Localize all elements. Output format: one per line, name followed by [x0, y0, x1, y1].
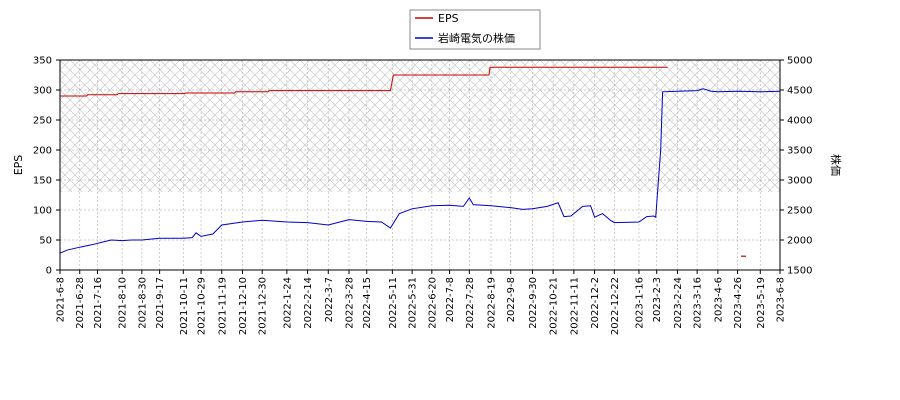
- right-tick-label: 3500: [787, 146, 812, 157]
- x-tick-label: 2021-8-10: [118, 277, 129, 329]
- right-tick-label: 4000: [787, 116, 812, 127]
- right-tick-label: 2000: [787, 236, 812, 247]
- x-tick-label: 2021-10-11: [179, 277, 190, 335]
- plot-frame: [59, 59, 781, 271]
- right-tick-label: 5000: [787, 56, 812, 67]
- x-tick-label: 2022-8-19: [487, 277, 498, 329]
- eps-series-line: [60, 66, 668, 97]
- right-tick-label: 1500: [787, 266, 812, 277]
- legend: EPS 岩崎電気の株価: [409, 9, 541, 50]
- x-tick-label: 2022-6-20: [427, 277, 438, 329]
- left-tick-label: 300: [33, 86, 52, 97]
- right-tick-label: 4500: [787, 86, 812, 97]
- x-tick-label: 2022-3-28: [345, 277, 356, 329]
- left-axis-ticks: 0 50 100 150 200 250 300 350: [33, 56, 60, 277]
- left-tick-label: 0: [46, 266, 52, 277]
- x-tick-label: 2021-12-30: [258, 277, 269, 335]
- left-tick-label: 350: [33, 56, 52, 67]
- x-tick-label: 2022-5-31: [408, 277, 419, 329]
- x-tick-label: 2023-5-19: [756, 277, 767, 329]
- x-tick-label: 2021-8-30: [137, 277, 148, 329]
- left-tick-label: 150: [33, 176, 52, 187]
- legend-box: [409, 9, 541, 50]
- right-tick-label: 2500: [787, 206, 812, 217]
- left-tick-label: 50: [39, 236, 52, 247]
- left-tick-label: 250: [33, 116, 52, 127]
- legend-eps-label: EPS: [438, 12, 459, 25]
- x-tick-label: 2023-4-6: [713, 277, 724, 322]
- right-axis-title: 株価: [829, 154, 843, 176]
- x-tick-label: 2022-7-8: [445, 277, 456, 322]
- x-tick-label: 2023-2-24: [673, 277, 684, 329]
- hatched-band: [60, 60, 780, 192]
- axes: [59, 59, 781, 271]
- x-tick-label: 2022-7-28: [465, 277, 476, 329]
- x-tick-label: 2023-3-16: [693, 277, 704, 329]
- x-tick-label: 2022-1-24: [282, 277, 293, 329]
- x-tick-label: 2021-6-28: [75, 277, 86, 329]
- left-axis-title: EPS: [12, 155, 25, 176]
- x-tick-label: 2023-6-8: [776, 277, 787, 322]
- x-tick-label: 2021-7-16: [93, 277, 104, 329]
- right-tick-label: 3000: [787, 176, 812, 187]
- x-tick-label: 2021-11-19: [217, 277, 228, 335]
- x-tick-label: 2023-2-3: [652, 277, 663, 322]
- x-tick-label: 2023-1-16: [635, 277, 646, 329]
- legend-price-label: 岩崎電気の株価: [438, 31, 515, 45]
- x-tick-label: 2022-9-30: [528, 277, 539, 329]
- right-axis-ticks: 1500 2000 2500 3000 3500 4000 4500 5000: [780, 56, 812, 277]
- left-tick-label: 100: [33, 206, 52, 217]
- series-layer: [59, 66, 781, 257]
- stock-price-series-line: [59, 88, 781, 254]
- left-tick-label: 200: [33, 146, 52, 157]
- x-tick-label: 2023-4-26: [733, 277, 744, 329]
- x-tick-label: 2021-9-17: [155, 277, 166, 329]
- x-tick-label: 2022-10-21: [549, 277, 560, 335]
- x-tick-label: 2022-2-14: [303, 277, 314, 329]
- x-tick-label: 2021-12-10: [238, 277, 249, 335]
- x-tick-label: 2022-9-8: [506, 277, 517, 322]
- x-tick-label: 2021-6-8: [56, 277, 67, 322]
- x-tick-label: 2022-11-11: [569, 277, 580, 335]
- x-tick-label: 2022-5-11: [388, 277, 399, 329]
- x-tick-label: 2022-4-15: [362, 277, 373, 329]
- x-axis-ticks: 2021-6-8 2021-6-28 2021-7-16 2021-8-10 2021-…: [56, 270, 787, 335]
- x-tick-label: 2021-10-29: [197, 277, 208, 335]
- x-tick-label: 2022-12-2: [590, 277, 601, 329]
- x-tick-label: 2022-3-7: [324, 277, 335, 322]
- x-tick-label: 2022-12-22: [610, 277, 621, 335]
